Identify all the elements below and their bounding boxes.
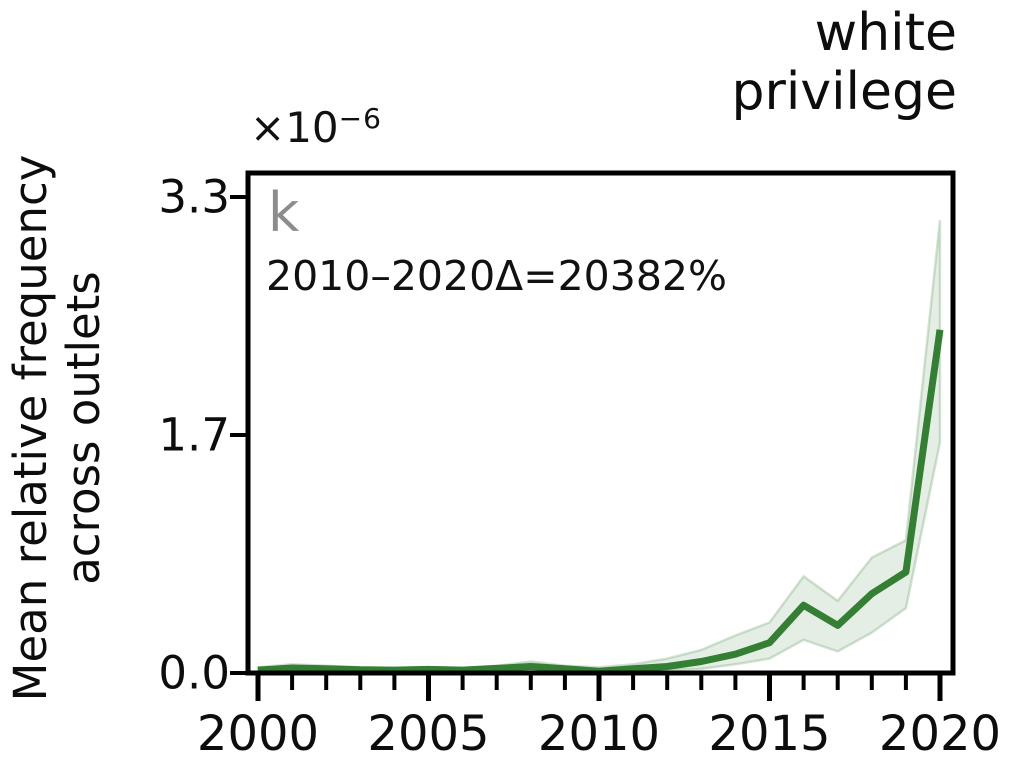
chart-title: white privilege xyxy=(731,3,958,123)
y-axis-label-line1: Mean relative frequency xyxy=(3,154,57,702)
x-tick-label: 2020 xyxy=(878,706,1002,762)
x-tick-label: 2000 xyxy=(196,706,320,762)
y-axis-label: Mean relative frequency across outlets xyxy=(4,155,110,702)
axis-ticks xyxy=(230,195,943,701)
axes-spines xyxy=(245,170,956,676)
x-tick-label: 2005 xyxy=(367,706,490,762)
offset-base: ×10 xyxy=(250,103,339,152)
y-tick-label: 3.3 xyxy=(158,170,230,224)
y-axis-label-line2: across outlets xyxy=(57,271,110,585)
chart-title-line1: white xyxy=(814,3,957,63)
y-tick-label: 0.0 xyxy=(158,646,230,700)
y-axis-offset-text: ×10−6 xyxy=(250,102,382,152)
offset-exponent: −6 xyxy=(338,102,382,135)
delta-annotation: 2010–2020Δ=20382% xyxy=(266,252,727,300)
panel-label: k xyxy=(268,181,300,244)
chart-title-line2: privilege xyxy=(731,62,958,123)
y-tick-label: 1.7 xyxy=(158,408,230,462)
x-tick-label: 2015 xyxy=(708,706,831,762)
x-tick-label: 2010 xyxy=(537,706,661,762)
